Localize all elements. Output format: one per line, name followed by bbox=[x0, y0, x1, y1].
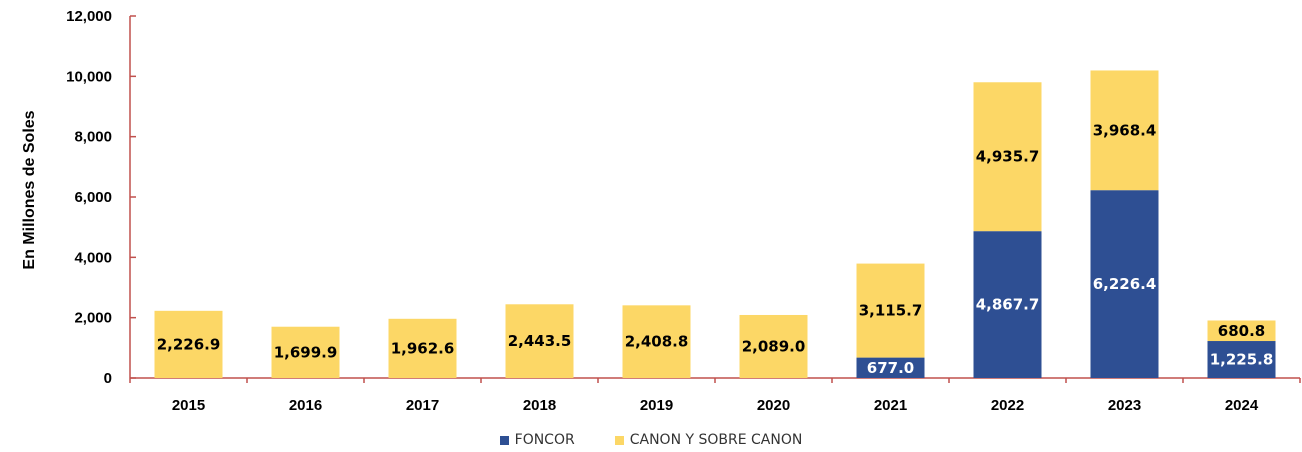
stacked-bar-chart: En Millones de Soles 0 2,000 4,000 6,000 8,0… bbox=[21, 8, 1301, 414]
y-tick-label: 4,000 bbox=[74, 249, 112, 266]
bar-canon-2017 bbox=[388, 318, 457, 378]
bar-foncor-2024 bbox=[1207, 341, 1276, 378]
x-tick-label: 2019 bbox=[640, 397, 673, 414]
data-label-foncor-2024: 1,225.8 bbox=[1210, 351, 1274, 369]
legend-swatch-canon bbox=[614, 435, 624, 445]
x-tick-label: 2016 bbox=[289, 397, 322, 414]
bar-canon-2020 bbox=[739, 314, 808, 378]
x-tick-label: 2017 bbox=[406, 397, 439, 414]
x-tick-label: 2015 bbox=[172, 397, 205, 414]
plot-area: 0 2,000 4,000 6,000 8,000 10,000 12,000 2,226.9… bbox=[66, 8, 1301, 414]
legend-label-foncor: FONCOR bbox=[514, 432, 575, 448]
bar-foncor-2022 bbox=[973, 231, 1042, 378]
legend-label-canon: CANON Y SOBRE CANON bbox=[629, 432, 803, 448]
bar-canon-2018 bbox=[505, 304, 574, 378]
x-tick-label: 2023 bbox=[1108, 397, 1141, 414]
bar-canon-2023 bbox=[1090, 70, 1159, 191]
x-tick-label: 2018 bbox=[523, 397, 556, 414]
data-label-canon-2019: 2,408.8 bbox=[625, 333, 689, 351]
y-tick-label: 2,000 bbox=[74, 310, 112, 327]
data-label-foncor-2023: 6,226.4 bbox=[1093, 275, 1157, 293]
legend-item-foncor: FONCOR bbox=[499, 432, 575, 448]
bar-canon-2019 bbox=[622, 305, 691, 378]
data-label-foncor-2022: 4,867.7 bbox=[976, 296, 1040, 314]
data-label-canon-2022: 4,935.7 bbox=[976, 148, 1040, 166]
bar-canon-2021 bbox=[856, 263, 925, 358]
y-tick-label: 8,000 bbox=[74, 129, 112, 146]
x-tick-label: 2024 bbox=[1225, 397, 1259, 414]
data-label-canon-2020: 2,089.0 bbox=[742, 337, 806, 355]
data-label-canon-2017: 1,962.6 bbox=[391, 339, 455, 357]
y-axis-label: En Millones de Soles bbox=[21, 110, 38, 269]
bar-foncor-2021 bbox=[856, 357, 925, 378]
bar-canon-2016 bbox=[271, 326, 340, 378]
data-label-canon-2018: 2,443.5 bbox=[508, 332, 572, 350]
legend: FONCOR CANON Y SOBRE CANON bbox=[0, 432, 1302, 448]
y-tick-label: 12,000 bbox=[66, 8, 112, 25]
y-tick-label: 6,000 bbox=[74, 189, 112, 206]
x-tick-label: 2022 bbox=[991, 397, 1024, 414]
y-tick-label: 0 bbox=[104, 370, 112, 387]
x-tick-label: 2020 bbox=[757, 397, 790, 414]
legend-swatch-foncor bbox=[499, 435, 509, 445]
y-tick-label: 10,000 bbox=[66, 68, 112, 85]
legend-item-canon: CANON Y SOBRE CANON bbox=[614, 432, 803, 448]
data-label-canon-2016: 1,699.9 bbox=[274, 343, 338, 361]
x-tick-label: 2021 bbox=[874, 397, 907, 414]
bar-canon-2022 bbox=[973, 82, 1042, 232]
data-label-canon-2015: 2,226.9 bbox=[157, 335, 221, 353]
data-label-foncor-2021: 677.0 bbox=[867, 359, 914, 377]
bar-canon-2015 bbox=[154, 310, 223, 378]
data-label-canon-2021: 3,115.7 bbox=[859, 302, 923, 320]
data-label-canon-2023: 3,968.4 bbox=[1093, 121, 1157, 139]
bar-canon-2024 bbox=[1207, 320, 1276, 342]
data-label-canon-2024: 680.8 bbox=[1218, 322, 1265, 340]
bar-foncor-2023 bbox=[1090, 190, 1159, 378]
